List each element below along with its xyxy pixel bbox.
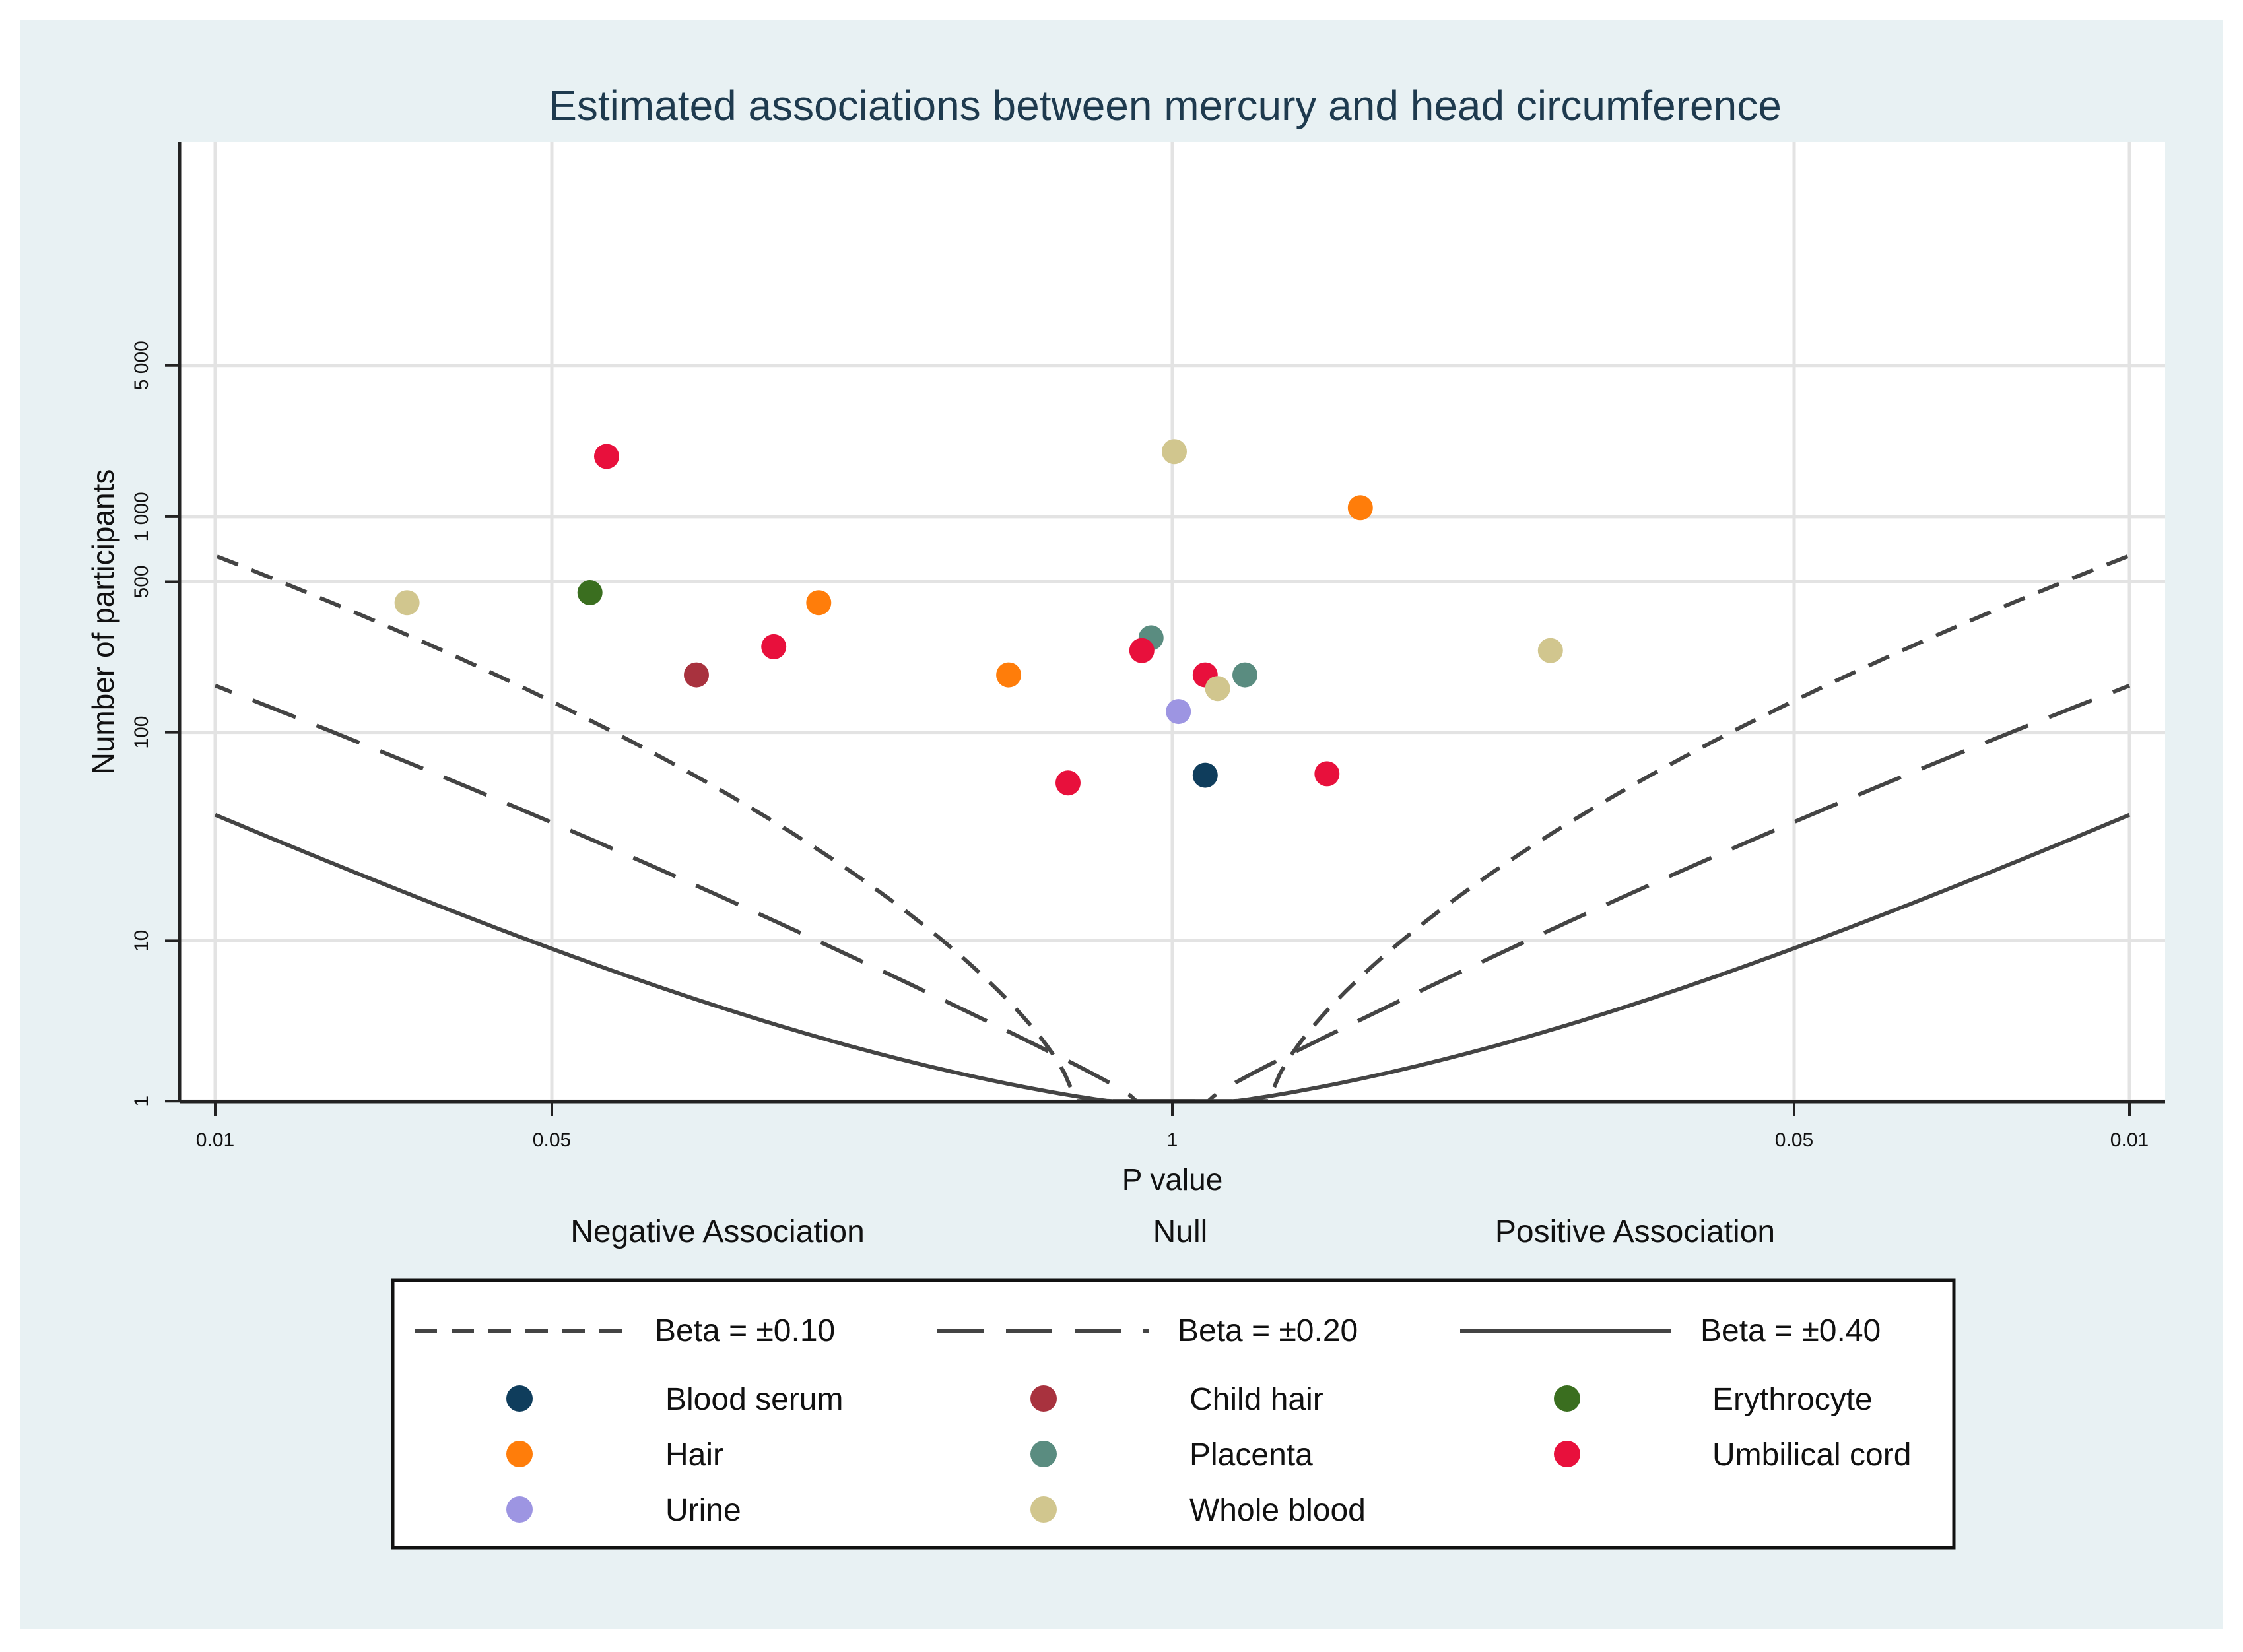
legend-marker-erythrocyte [1554, 1385, 1580, 1412]
direction-label-positive: Positive Association [1495, 1214, 1775, 1249]
x-axis-label: P value [1122, 1162, 1223, 1197]
y-tick-label: 1 000 [131, 492, 152, 541]
legend-marker-label: Blood serum [665, 1382, 843, 1417]
beta-curve-010-positive [1172, 554, 2131, 1104]
x-tick-label: 0.01 [196, 1129, 234, 1151]
point-child-hair [684, 662, 709, 688]
legend-marker-label: Placenta [1189, 1437, 1313, 1472]
y-tick-label: 10 [131, 930, 152, 952]
point-whole-blood [1205, 676, 1230, 702]
legend-line-label: Beta = ±0.10 [655, 1313, 835, 1348]
legend-marker-label: Urine [665, 1493, 741, 1528]
point-whole-blood [1162, 439, 1187, 465]
legend-marker-umbilical-cord [1554, 1441, 1580, 1467]
legend-marker-blood-serum [506, 1385, 533, 1412]
x-tick-label: 1 [1167, 1129, 1178, 1151]
legend-marker-child-hair [1030, 1385, 1057, 1412]
point-hair [1347, 495, 1373, 521]
data-points [394, 439, 1563, 796]
legend: Beta = ±0.10 Beta = ±0.20 Beta = ±0.40 Bloo… [391, 1278, 1956, 1550]
x-axis-ticks: 0.01 0.05 1 0.05 0.01 [196, 1102, 2149, 1151]
legend-marker-urine [506, 1496, 533, 1523]
point-hair [806, 590, 832, 616]
point-umbilical-cord [594, 444, 619, 469]
point-umbilical-cord [761, 634, 787, 659]
legend-marker-hair [506, 1441, 533, 1467]
y-axis-label: Number of participants [86, 469, 120, 775]
legend-marker-placenta [1030, 1441, 1057, 1467]
legend-line-label: Beta = ±0.40 [1700, 1313, 1881, 1348]
point-hair [996, 662, 1022, 688]
y-tick-label: 5 000 [131, 341, 152, 390]
beta-curve-020-negative [214, 683, 1172, 1104]
point-umbilical-cord [1129, 638, 1155, 663]
beta-curve-040-positive [1172, 812, 2131, 1104]
beta-curve-020-positive [1172, 683, 2131, 1104]
legend-marker-whole-blood [1030, 1496, 1057, 1523]
legend-marker-label: Child hair [1189, 1382, 1323, 1417]
point-erythrocyte [577, 580, 603, 605]
point-umbilical-cord [1055, 770, 1081, 796]
direction-label-null: Null [1153, 1214, 1208, 1249]
point-urine [1166, 699, 1191, 725]
point-placenta [1232, 662, 1257, 688]
x-tick-label: 0.05 [533, 1129, 571, 1151]
y-tick-label: 1 [131, 1096, 152, 1107]
y-tick-label: 500 [131, 565, 152, 598]
point-whole-blood [394, 590, 420, 616]
legend-marker-label: Umbilical cord [1712, 1437, 1911, 1472]
legend-line-label: Beta = ±0.20 [1178, 1313, 1358, 1348]
chart-title: Estimated associations between mercury a… [549, 82, 1782, 129]
point-umbilical-cord [1314, 761, 1340, 787]
x-tick-label: 0.01 [2110, 1129, 2149, 1151]
beta-curve-040-negative [214, 812, 1172, 1104]
legend-marker-label: Hair [665, 1437, 723, 1472]
point-whole-blood [1537, 638, 1563, 663]
direction-label-negative: Negative Association [570, 1214, 865, 1249]
x-tick-label: 0.05 [1775, 1129, 1813, 1151]
y-axis-ticks: 5 000 1 000 500 100 10 1 [131, 341, 180, 1107]
beta-curves [214, 554, 2131, 1104]
y-tick-label: 100 [131, 716, 152, 749]
point-blood-serum [1192, 762, 1218, 788]
legend-box [391, 1278, 1956, 1550]
legend-marker-label: Whole blood [1189, 1493, 1366, 1528]
beta-curve-010-negative [214, 554, 1172, 1104]
legend-marker-label: Erythrocyte [1712, 1382, 1873, 1417]
